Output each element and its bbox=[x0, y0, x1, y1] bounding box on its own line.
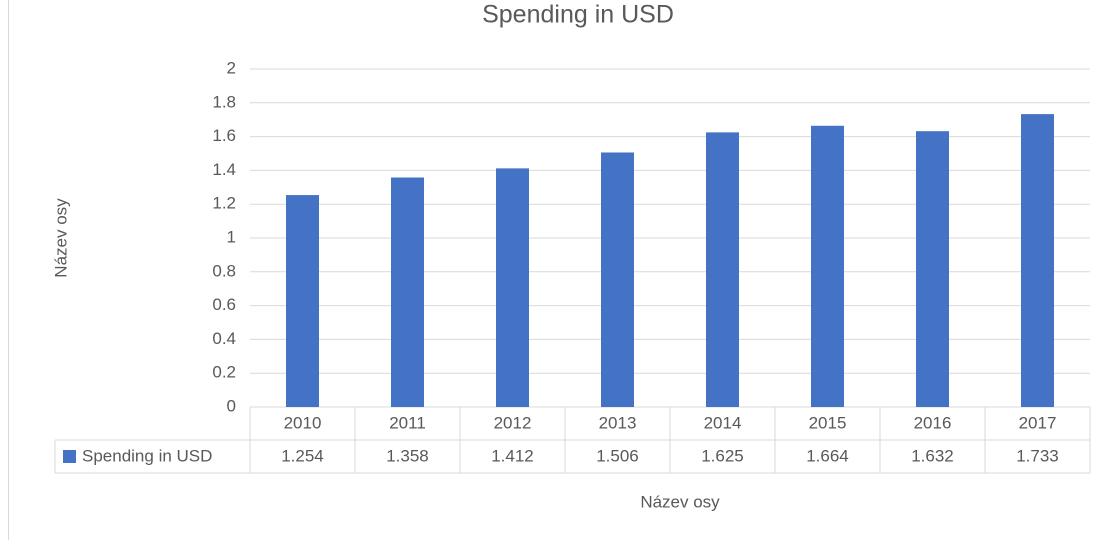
x-tick-label: 2014 bbox=[704, 413, 742, 432]
table-value: 1.625 bbox=[701, 446, 744, 465]
y-tick-label: 1.2 bbox=[212, 194, 236, 213]
legend-swatch bbox=[63, 450, 76, 463]
y-tick-label: 0.4 bbox=[212, 329, 236, 348]
chart-title: Spending in USD bbox=[482, 1, 674, 29]
bar bbox=[601, 152, 634, 407]
table-value: 1.254 bbox=[281, 446, 324, 465]
x-tick-label: 2016 bbox=[914, 413, 952, 432]
bar bbox=[391, 177, 424, 407]
legend-label: Spending in USD bbox=[82, 446, 212, 465]
bar bbox=[496, 168, 529, 407]
y-tick-label: 1.4 bbox=[212, 160, 236, 179]
table-value: 1.632 bbox=[911, 446, 954, 465]
y-tick-label: 0.6 bbox=[212, 295, 236, 314]
bar bbox=[811, 125, 844, 407]
x-tick-label: 2010 bbox=[284, 413, 322, 432]
x-tick-label: 2011 bbox=[389, 413, 426, 432]
x-tick-label: 2012 bbox=[494, 413, 532, 432]
bar bbox=[706, 132, 739, 407]
table-value: 1.412 bbox=[491, 446, 534, 465]
y-tick-label: 0.8 bbox=[212, 261, 236, 280]
y-tick-label: 0 bbox=[227, 396, 236, 415]
table-value: 1.664 bbox=[806, 446, 849, 465]
y-axis-title: Název osy bbox=[51, 198, 70, 278]
x-axis-title: Název osy bbox=[640, 492, 720, 511]
x-tick-label: 2013 bbox=[599, 413, 637, 432]
bar bbox=[1021, 114, 1054, 408]
y-tick-label: 1 bbox=[227, 227, 236, 246]
x-tick-label: 2017 bbox=[1019, 413, 1057, 432]
table-value: 1.733 bbox=[1016, 446, 1059, 465]
table-value: 1.358 bbox=[386, 446, 429, 465]
x-tick-label: 2015 bbox=[809, 413, 847, 432]
table-value: 1.506 bbox=[596, 446, 639, 465]
y-tick-label: 1.8 bbox=[212, 92, 236, 111]
y-tick-label: 1.6 bbox=[212, 126, 236, 145]
y-tick-label: 2 bbox=[227, 58, 236, 77]
y-tick-label: 0.2 bbox=[212, 363, 236, 382]
bar bbox=[916, 131, 949, 407]
bar bbox=[286, 195, 319, 407]
